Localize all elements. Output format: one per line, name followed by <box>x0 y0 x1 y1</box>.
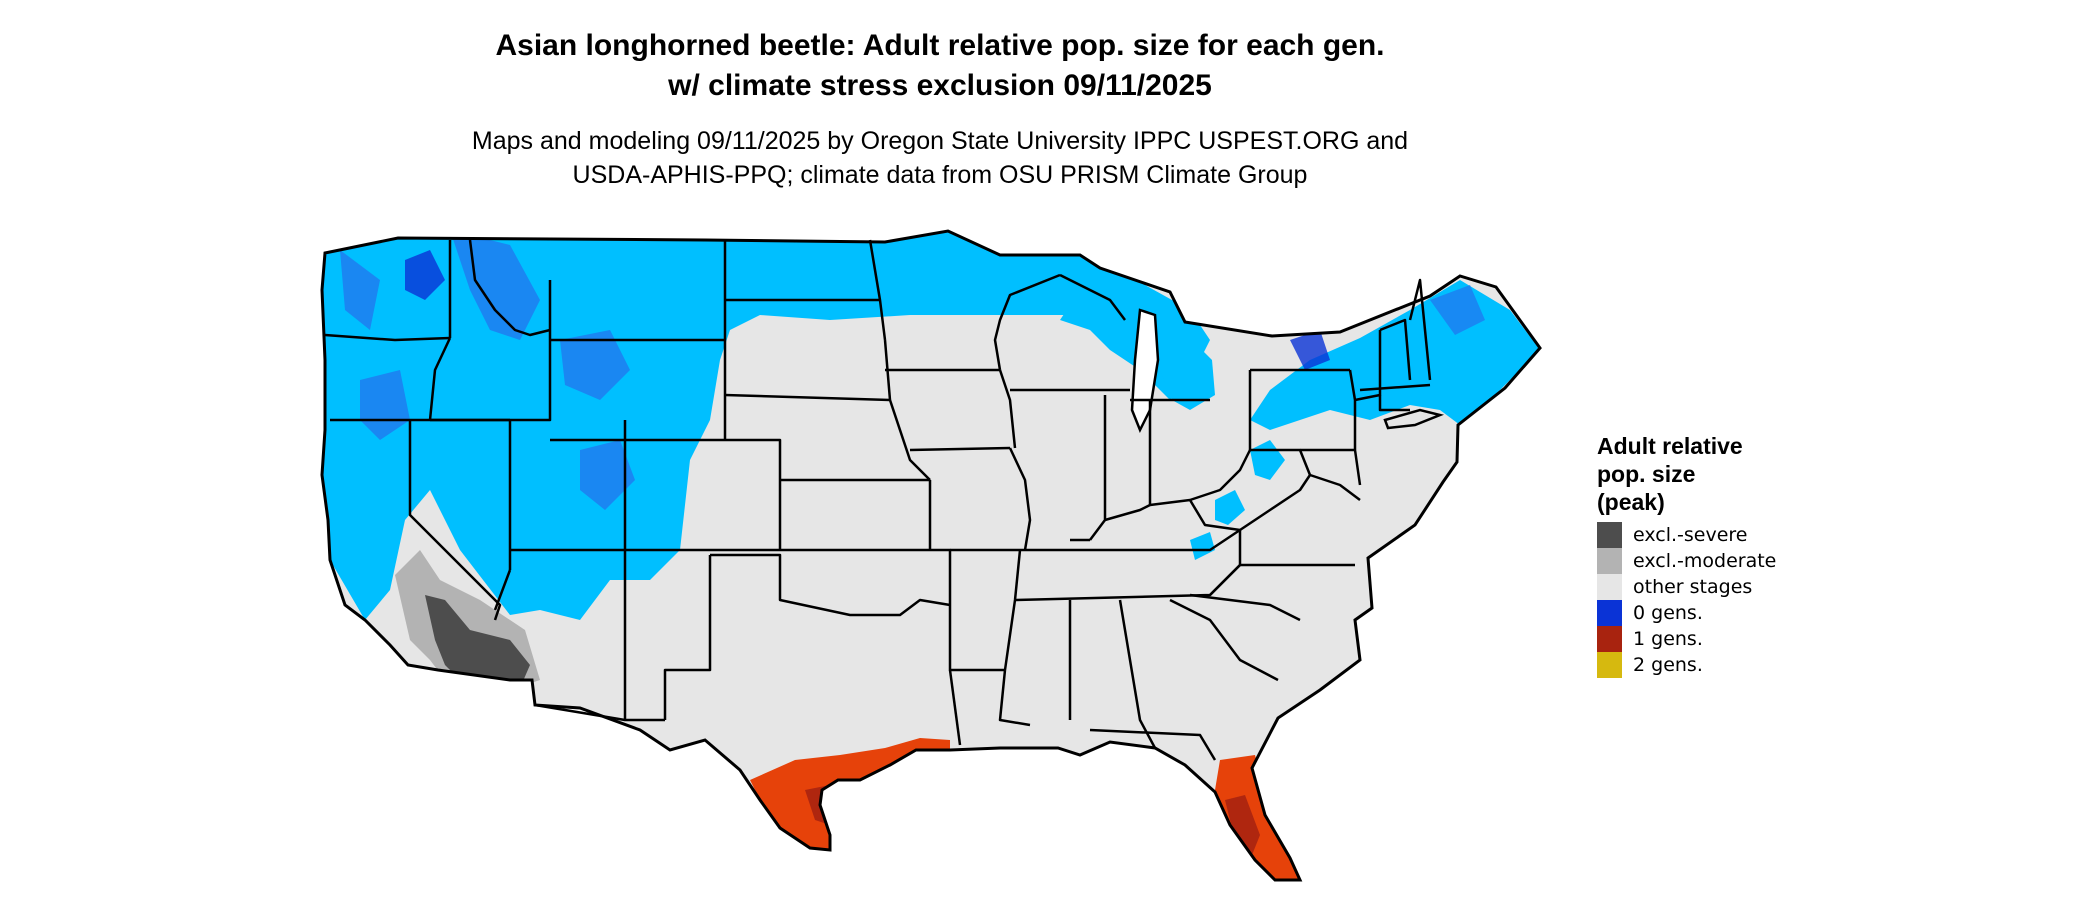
legend: Adult relative pop. size (peak) excl.-se… <box>1597 432 1897 678</box>
zone-0-gens-appalachia-2 <box>1215 490 1245 525</box>
map-title-line-1: Asian longhorned beetle: Adult relative … <box>495 29 1385 62</box>
map-title: Asian longhorned beetle: Adult relative … <box>340 26 1540 106</box>
map-subtitle-line-1: Maps and modeling 09/11/2025 by Oregon S… <box>471 127 1409 155</box>
legend-label: 0 gens. <box>1633 602 1703 624</box>
map-title-line-2: w/ climate stress exclusion 09/11/2025 <box>668 69 1212 102</box>
zone-0-gens-dark-7 <box>1290 330 1330 370</box>
zone-excl-severe <box>425 595 530 688</box>
legend-swatch <box>1597 626 1622 652</box>
zone-1-gens-florida-dark <box>1225 795 1260 860</box>
legend-label: other stages <box>1633 576 1753 598</box>
legend-item-0-gens: 0 gens. <box>1597 600 1897 626</box>
legend-title-line-3: (peak) <box>1597 489 1665 515</box>
legend-item-excl-severe: excl.-severe <box>1597 522 1897 548</box>
long-island <box>1383 408 1445 430</box>
legend-label: 2 gens. <box>1633 654 1703 676</box>
zone-0-gens-appalachia-3 <box>1190 532 1215 560</box>
zone-0-gens-michigan <box>1155 325 1215 410</box>
state-borders <box>324 239 1432 761</box>
legend-item-other-stages: other stages <box>1597 574 1897 600</box>
legend-label: 1 gens. <box>1633 628 1703 650</box>
zone-0-gens-dark-2 <box>340 250 380 330</box>
legend-swatch <box>1597 600 1622 626</box>
legend-item-2-gens: 2 gens. <box>1597 652 1897 678</box>
zone-1-gens-florida <box>1215 755 1300 880</box>
legend-item-1-gens: 1 gens. <box>1597 626 1897 652</box>
legend-swatch <box>1597 522 1622 548</box>
legend-swatch <box>1597 574 1622 600</box>
legend-title: Adult relative pop. size (peak) <box>1597 432 1897 516</box>
legend-swatch <box>1597 652 1622 678</box>
zone-0-gens-dark-8 <box>1430 285 1485 335</box>
us-map <box>320 229 1542 882</box>
legend-title-line-1: Adult relative <box>1597 433 1743 459</box>
map-subtitle: Maps and modeling 09/11/2025 by Oregon S… <box>340 124 1540 192</box>
zone-0-gens-dark-3 <box>560 330 630 400</box>
legend-title-line-2: pop. size <box>1597 461 1696 487</box>
legend-item-excl-moderate: excl.-moderate <box>1597 548 1897 574</box>
zone-0-gens-dark-6 <box>405 250 445 300</box>
legend-swatch <box>1597 548 1622 574</box>
legend-label: excl.-moderate <box>1633 550 1777 572</box>
legend-label: excl.-severe <box>1633 524 1748 546</box>
zone-0-gens-dark-4 <box>580 440 635 510</box>
map-subtitle-line-2: USDA-APHIS-PPQ; climate data from OSU PR… <box>572 161 1308 189</box>
zone-0-gens-dark-5 <box>360 370 410 440</box>
